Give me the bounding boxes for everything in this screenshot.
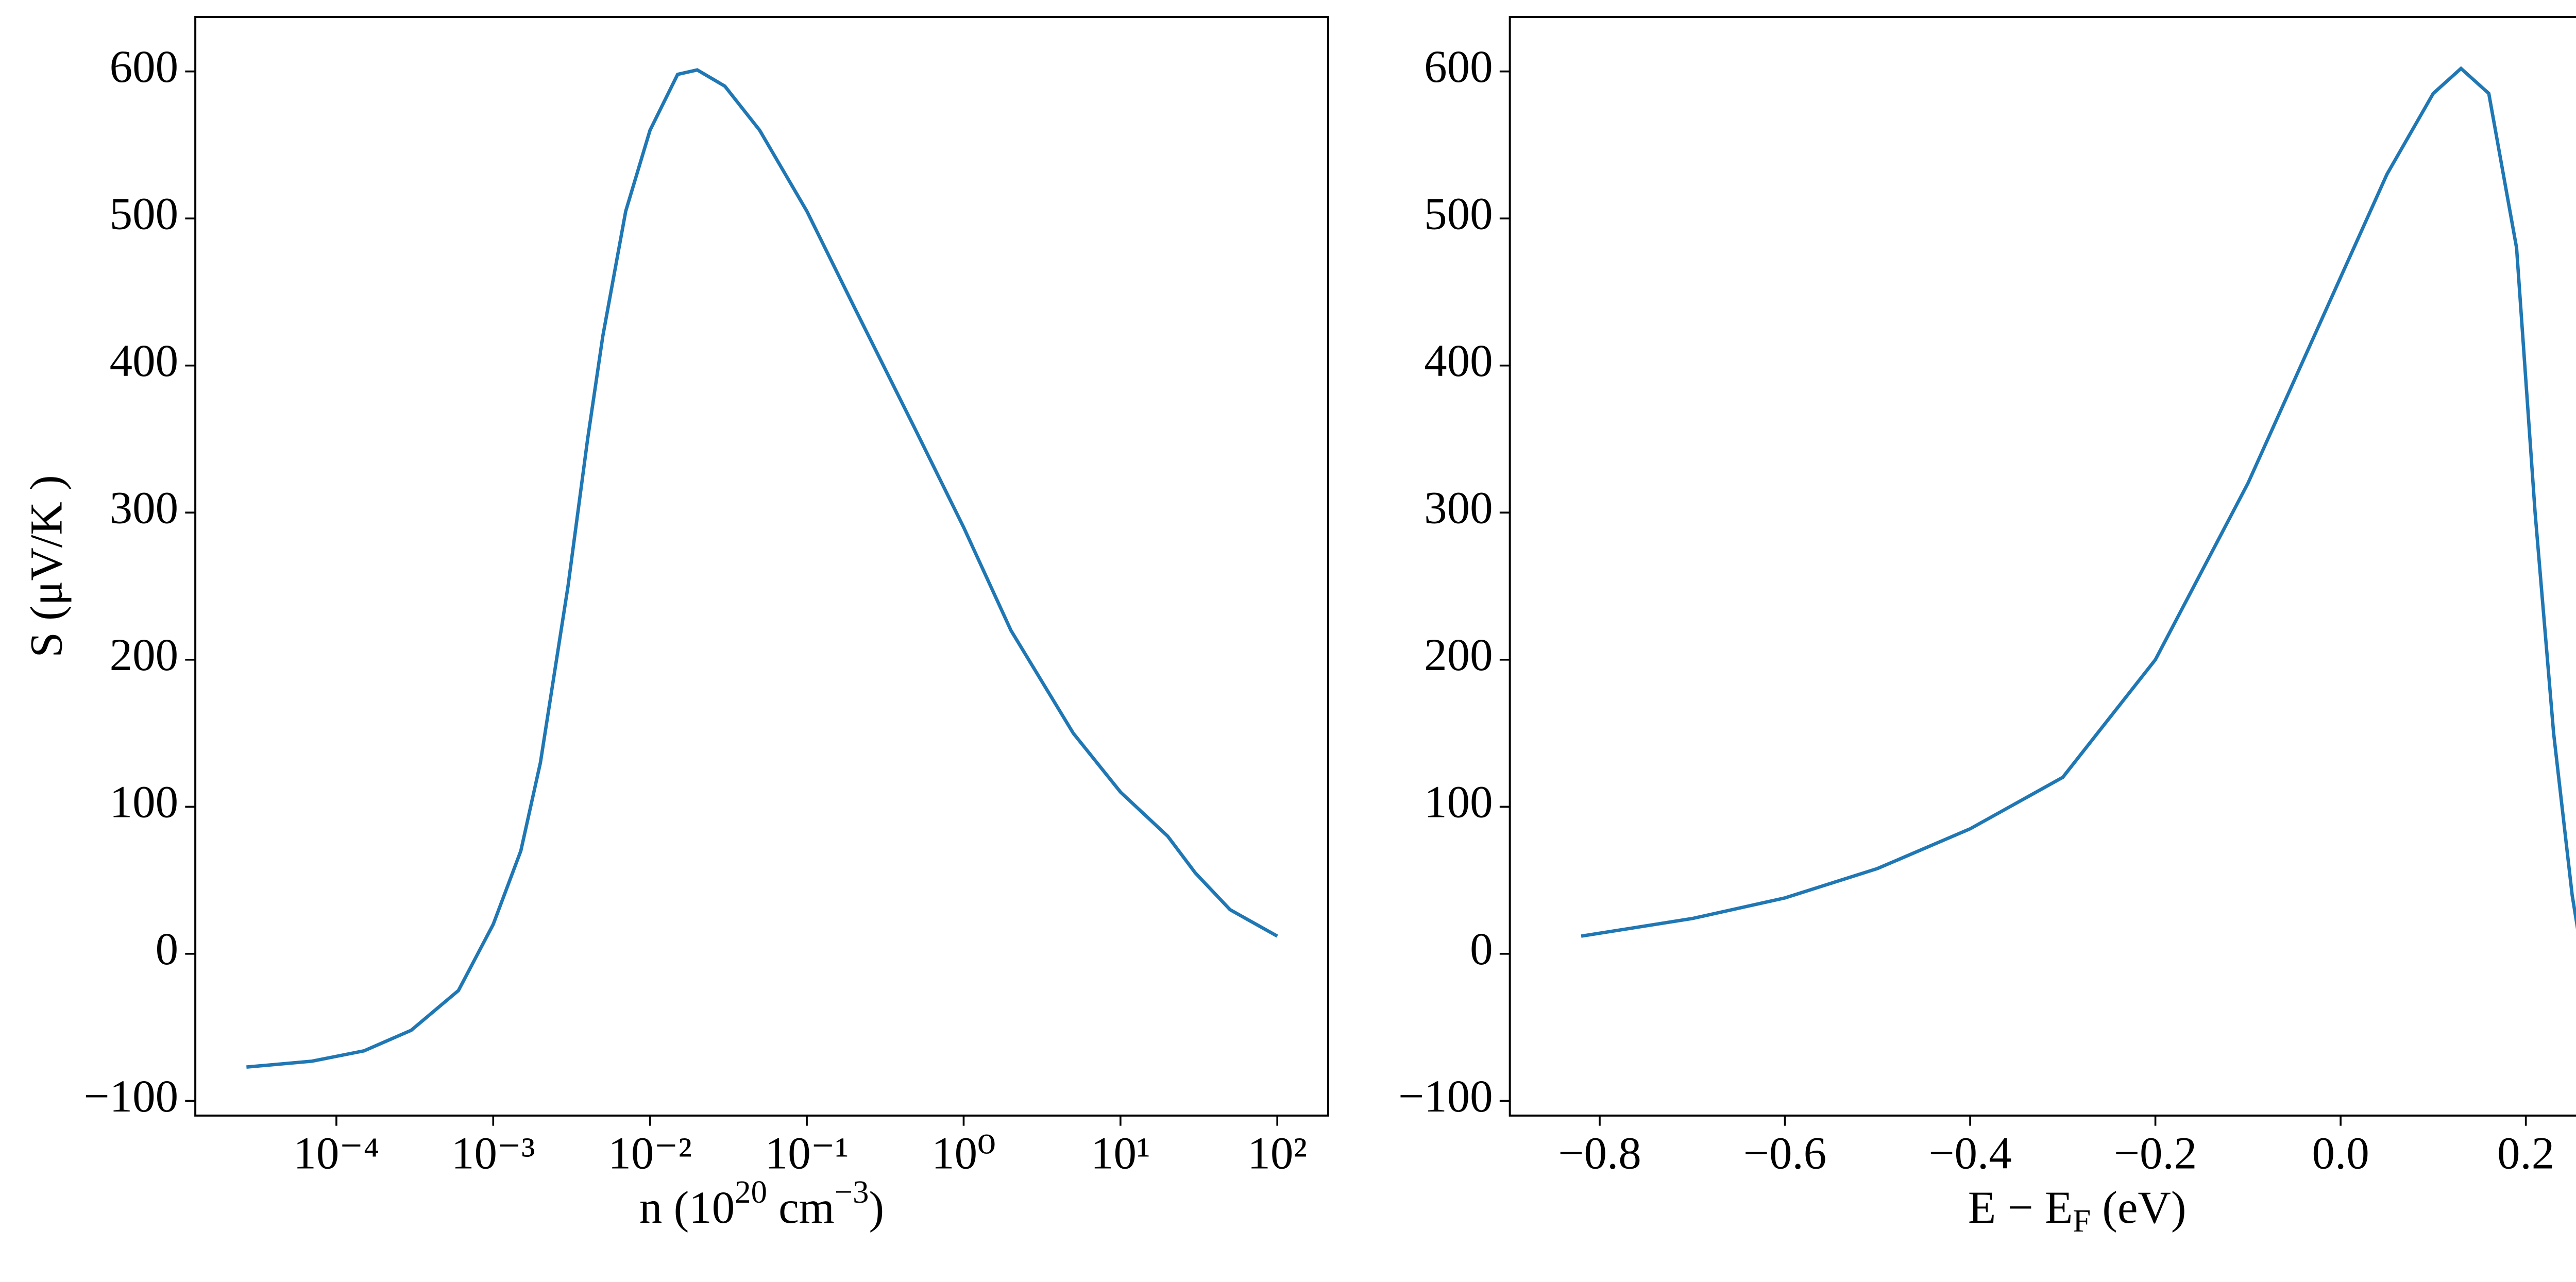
x-tick-label: 10¹ [1091, 1129, 1150, 1179]
x-axis-label-part: E − E [1968, 1183, 2073, 1233]
x-tick-label: 10⁻¹ [765, 1129, 849, 1179]
x-tick-label: 10² [1247, 1129, 1307, 1179]
plot-frame [1509, 16, 2576, 1117]
y-tick-label: 600 [1424, 42, 1493, 92]
x-tick-label: −0.8 [1558, 1129, 1641, 1179]
x-tick-label: −0.2 [2114, 1129, 2197, 1179]
y-tick-label: −100 [1398, 1071, 1493, 1122]
x-axis-label-part: ) [869, 1183, 885, 1233]
y-tick-label: 500 [110, 189, 179, 240]
x-axis-label: E − EF (eV) [1968, 1183, 2187, 1239]
y-tick-label: 200 [110, 630, 179, 680]
x-axis-label-part: F [2073, 1203, 2091, 1239]
y-tick-label: 300 [1424, 483, 1493, 534]
data-line [1581, 66, 2576, 938]
y-tick-label: 100 [1424, 777, 1493, 828]
x-tick-label: 0.0 [2312, 1129, 2369, 1179]
y-tick-label: 0 [156, 924, 179, 975]
plot-frame [194, 16, 1329, 1117]
y-tick-label: 300 [110, 483, 179, 534]
x-axis-label-part: −3 [835, 1174, 869, 1210]
x-axis-label-part: cm [767, 1183, 835, 1233]
x-tick-label: 10⁻² [608, 1129, 692, 1179]
y-tick-label: 600 [110, 42, 179, 92]
x-tick-label: 10⁻⁴ [293, 1129, 379, 1179]
x-tick-label: −0.4 [1928, 1129, 2011, 1179]
x-axis-label: n (1020 cm−3) [639, 1174, 884, 1233]
x-tick-label: 10⁻³ [451, 1129, 535, 1179]
x-tick-label: 10⁰ [931, 1129, 996, 1179]
y-tick-label: 100 [110, 777, 179, 828]
y-tick-label: −100 [83, 1071, 178, 1122]
y-axis-label: S (μV/K ) [21, 475, 72, 657]
y-tick-label: 400 [110, 336, 179, 386]
x-tick-label: −0.6 [1743, 1129, 1826, 1179]
y-tick-label: 400 [1424, 336, 1493, 386]
x-axis-label-part: (eV) [2091, 1183, 2186, 1233]
x-tick-label: 0.2 [2497, 1129, 2554, 1179]
y-tick-label: 0 [1470, 924, 1493, 975]
x-axis-label-part: 20 [735, 1174, 767, 1210]
y-tick-label: 500 [1424, 189, 1493, 240]
x-axis-label-part: n (10 [639, 1183, 735, 1233]
data-line [246, 68, 1278, 1069]
y-tick-label: 200 [1424, 630, 1493, 680]
